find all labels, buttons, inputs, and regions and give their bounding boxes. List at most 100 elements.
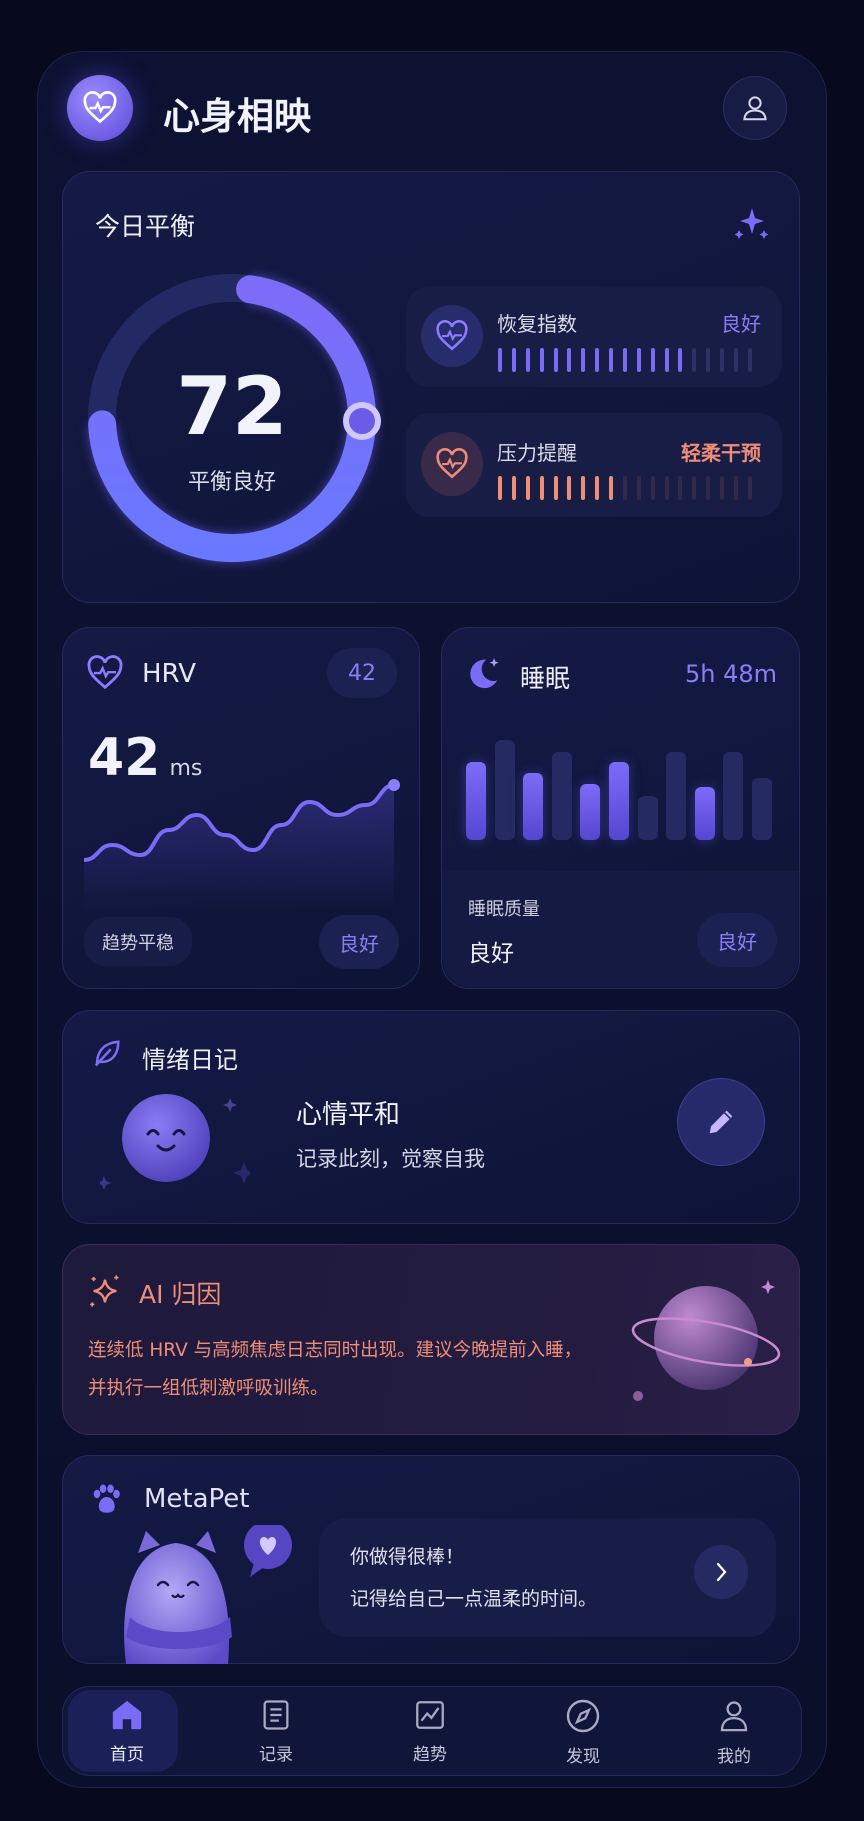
nav-active-highlight [68, 1690, 178, 1772]
sleep-bar [580, 784, 601, 840]
stress-value: 轻柔干预 [681, 441, 761, 465]
hrv-value: 42 ms [88, 728, 202, 788]
level-bar [609, 476, 613, 500]
nav-item-records[interactable]: 记录 [221, 1698, 331, 1782]
hrv-trend-chart [84, 779, 400, 910]
hrv-badge: 42 [327, 648, 397, 698]
balance-title: 今日平衡 [95, 212, 196, 241]
metapet-message-line2: 记得给自己一点温柔的时间。 [350, 1588, 598, 1610]
sparkle-icon [90, 1275, 119, 1307]
sleep-bar [466, 762, 487, 840]
sleep-bar [523, 773, 544, 840]
user-icon [720, 1701, 748, 1732]
ring-knob[interactable] [343, 402, 381, 440]
user-icon [743, 96, 767, 121]
level-bar [622, 348, 627, 372]
sleep-bar [723, 752, 744, 840]
smiling-orb-illustration [100, 1094, 250, 1190]
level-bar [733, 476, 738, 500]
sleep-quality-value: 良好 [468, 941, 514, 967]
level-bar [498, 348, 502, 372]
sleep-title: 睡眠 [520, 664, 571, 693]
app-title: 心身相映 [163, 95, 311, 138]
level-bar [553, 348, 558, 372]
nav-label: 我的 [717, 1747, 751, 1767]
app-logo [67, 75, 133, 141]
level-bar [609, 348, 613, 372]
level-bar [678, 348, 683, 372]
stress-icon-wrap [421, 432, 483, 496]
level-bar [511, 476, 516, 500]
sleep-bar [609, 762, 629, 840]
recovery-label: 恢复指数 [497, 312, 577, 336]
level-bar [747, 476, 752, 500]
balance-ring [87, 274, 381, 563]
nav-label: 趋势 [413, 1745, 447, 1765]
sparkle-icon [735, 208, 769, 239]
hrv-line [84, 783, 396, 862]
metapet-title: MetaPet [144, 1484, 250, 1514]
level-bar [692, 476, 697, 500]
heart-pulse-icon [436, 448, 468, 479]
ai-text-line1: 连续低 HRV 与高频焦虑日志同时出现。建议今晚提前入睡， [88, 1340, 583, 1361]
metapet-message-line1: 你做得很棒！ [350, 1546, 465, 1568]
level-bar [581, 348, 586, 372]
recovery-level-bars [498, 348, 752, 372]
nav-item-home[interactable]: 首页 [72, 1698, 182, 1782]
level-bar [567, 476, 572, 500]
recovery-icon-wrap [421, 305, 483, 367]
level-bar [664, 348, 669, 372]
paw-icon [93, 1484, 120, 1513]
mood-subtitle: 记录此刻，觉察自我 [296, 1147, 485, 1171]
heart-pulse-icon [87, 655, 123, 690]
metapet-character [124, 1525, 292, 1664]
level-bar [747, 348, 752, 372]
home-icon [112, 1700, 142, 1730]
level-bar [636, 476, 641, 500]
level-bar [511, 348, 516, 372]
metapet-next-button[interactable] [694, 1545, 748, 1599]
balance-score: 72 [176, 360, 288, 453]
hrv-last-point [388, 779, 400, 791]
nav-label: 首页 [110, 1745, 144, 1765]
planet-illustration [631, 1280, 781, 1401]
level-bar [525, 476, 530, 500]
level-bar [706, 476, 711, 500]
level-bar [650, 476, 655, 500]
level-bar [720, 348, 724, 372]
hrv-unit: ms [169, 756, 203, 781]
level-bar [720, 476, 724, 500]
compass-icon [566, 1699, 600, 1733]
level-bar [539, 476, 544, 500]
sleep-bar [551, 752, 572, 840]
sleep-bar [694, 787, 715, 840]
hrv-trend-pill: 趋势平稳 [84, 917, 192, 966]
hrv-title: HRV [142, 659, 196, 689]
heart-pulse-icon [436, 320, 468, 351]
level-bar [692, 348, 697, 372]
balance-status: 平衡良好 [187, 470, 276, 495]
level-bar [581, 476, 586, 500]
sleep-bar [666, 752, 687, 840]
bottom-nav [62, 1686, 802, 1776]
level-bar [636, 348, 641, 372]
level-bar [498, 476, 502, 500]
level-bar [595, 476, 600, 500]
moon-icon [470, 658, 499, 689]
sleep-bar [494, 740, 515, 840]
nav-item-profile[interactable]: 我的 [679, 1698, 789, 1782]
sleep-status-pill: 良好 [697, 913, 777, 967]
level-bar [733, 348, 738, 372]
mood-title: 情绪日记 [142, 1046, 238, 1074]
nav-item-trends[interactable]: 趋势 [375, 1698, 485, 1782]
hrv-number: 42 [88, 728, 161, 788]
ai-title: AI 归因 [139, 1280, 222, 1309]
pencil-icon [709, 1110, 733, 1134]
nav-item-discover[interactable]: 发现 [528, 1698, 638, 1782]
profile-button[interactable] [723, 76, 787, 140]
level-bar [525, 348, 530, 372]
edit-diary-button[interactable] [677, 1078, 765, 1166]
hrv-status-pill: 良好 [319, 915, 399, 969]
heart-pulse-icon [83, 91, 117, 124]
level-bar [664, 476, 669, 500]
